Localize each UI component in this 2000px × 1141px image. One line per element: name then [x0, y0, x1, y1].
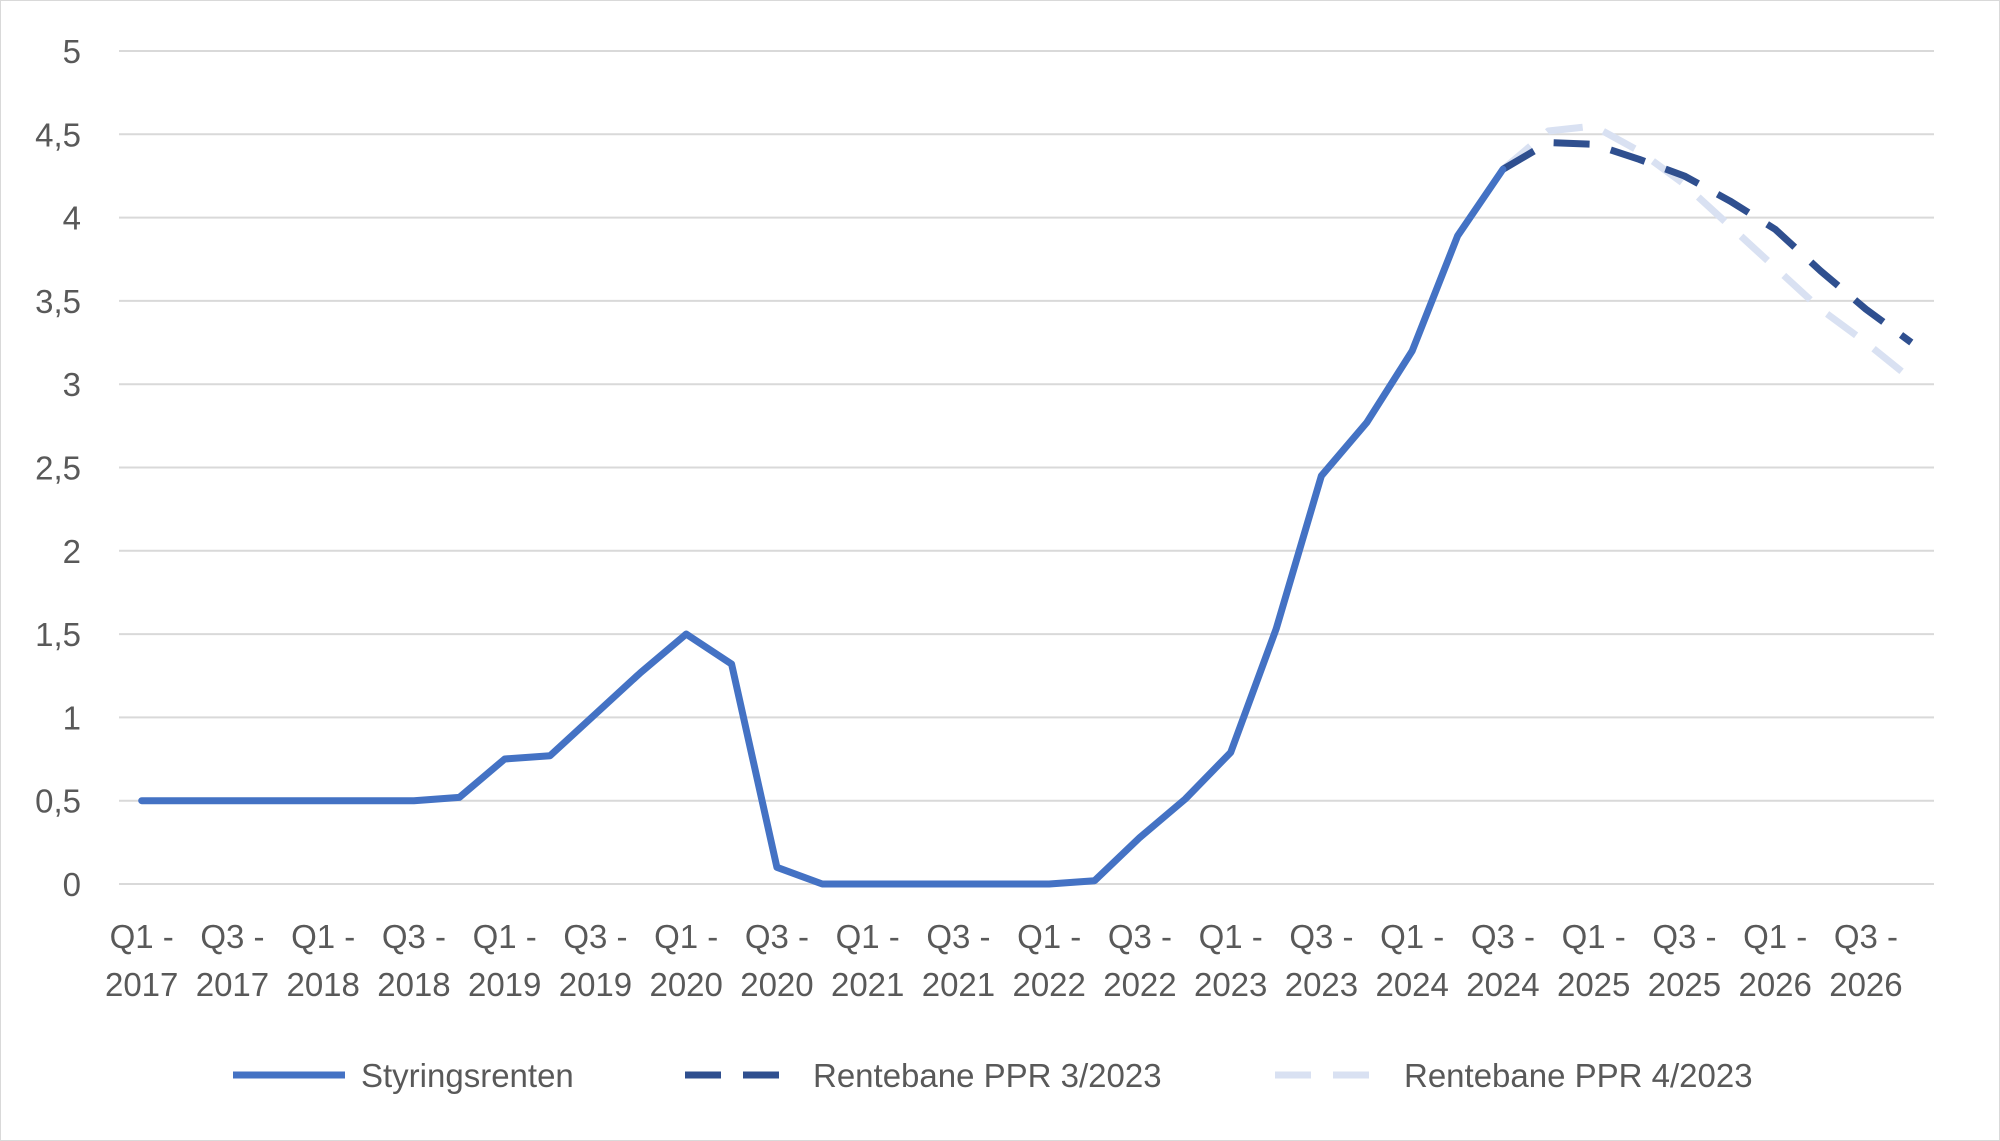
x-tick-label-line: 2021	[922, 966, 995, 1003]
legend-item-1: Styringsrenten	[233, 1057, 574, 1094]
x-tick-label-line: 2020	[649, 966, 722, 1003]
x-tick-label: Q1 - 2021	[831, 918, 904, 1003]
gridlines	[119, 50, 1934, 885]
y-tick-label: 1	[63, 699, 81, 736]
x-tick-label-line: 2020	[740, 966, 813, 1003]
series-line-3	[1500, 122, 1914, 382]
x-tick-label-line: Q1 -	[1199, 918, 1263, 955]
x-tick-label: Q1 - 2026	[1738, 918, 1811, 1003]
x-tick-label-line: 2025	[1557, 966, 1630, 1003]
y-tick-label: 2	[63, 533, 81, 570]
x-tick-label: Q1 - 2019	[468, 918, 541, 1003]
y-tick-label: 0	[63, 866, 81, 903]
legend-label: Rentebane PPR 3/2023	[813, 1057, 1162, 1094]
series-lines	[138, 122, 1914, 888]
x-tick-label-line: Q1 -	[836, 918, 900, 955]
y-tick-label: 4	[63, 200, 81, 237]
x-axis: Q1 - 2017 Q3 - 2017 Q1 - 2018 Q3 - 2018 Q1 - 2019…	[105, 918, 1903, 1003]
x-tick-label: Q3 - 2020	[740, 918, 813, 1003]
x-tick-label-line: 2024	[1466, 966, 1539, 1003]
y-axis: 0 0,5 1 1,5 2 2,5 3 3,5 4 4,5 5	[35, 33, 81, 903]
x-tick-label-line: Q3 -	[200, 918, 264, 955]
x-tick-label-line: 2018	[286, 966, 359, 1003]
x-tick-label: Q1 - 2025	[1557, 918, 1630, 1003]
x-tick-label-line: Q3 -	[1471, 918, 1535, 955]
x-tick-label-line: Q1 -	[110, 918, 174, 955]
x-tick-label: Q3 - 2024	[1466, 918, 1539, 1003]
x-tick-label: Q1 - 2022	[1012, 918, 1085, 1003]
x-tick-label: Q1 - 2024	[1375, 918, 1448, 1003]
x-tick-label-line: 2026	[1829, 966, 1902, 1003]
x-tick-label: Q3 - 2021	[922, 918, 995, 1003]
x-tick-label-line: Q3 -	[745, 918, 809, 955]
x-tick-label-line: Q1 -	[1562, 918, 1626, 955]
x-tick-label: Q1 - 2018	[286, 918, 359, 1003]
x-tick-label-line: 2023	[1194, 966, 1267, 1003]
x-tick-label-line: Q1 -	[654, 918, 718, 955]
x-tick-label: Q3 - 2023	[1285, 918, 1358, 1003]
x-tick-label: Q3 - 2026	[1829, 918, 1902, 1003]
series-line-1	[138, 165, 1507, 888]
x-tick-label-line: 2024	[1375, 966, 1448, 1003]
x-tick-label: Q1 - 2020	[649, 918, 722, 1003]
x-tick-label-line: Q3 -	[563, 918, 627, 955]
x-tick-label-line: Q3 -	[382, 918, 446, 955]
y-tick-label: 5	[63, 33, 81, 70]
y-tick-label: 1,5	[35, 616, 81, 653]
series-line-2	[1501, 139, 1914, 346]
x-tick-label: Q1 - 2017	[105, 918, 178, 1003]
x-tick-label: Q3 - 2018	[377, 918, 450, 1003]
x-tick-label-line: 2017	[196, 966, 269, 1003]
y-tick-label: 4,5	[35, 116, 81, 153]
x-tick-label-line: Q1 -	[291, 918, 355, 955]
y-tick-label: 0,5	[35, 783, 81, 820]
x-tick-label-line: Q3 -	[926, 918, 990, 955]
x-tick-label-line: Q1 -	[1380, 918, 1444, 955]
x-tick-label-line: 2021	[831, 966, 904, 1003]
x-tick-label-line: 2017	[105, 966, 178, 1003]
x-tick-label-line: 2019	[559, 966, 632, 1003]
x-tick-label-line: Q3 -	[1289, 918, 1353, 955]
y-tick-label: 3,5	[35, 283, 81, 320]
x-tick-label-line: Q1 -	[473, 918, 537, 955]
legend-item-2: Rentebane PPR 3/2023	[685, 1057, 1162, 1094]
y-tick-label: 2,5	[35, 450, 81, 487]
legend-item-3: Rentebane PPR 4/2023	[1275, 1057, 1753, 1094]
legend: Styringsrenten Rentebane PPR 3/2023 Renteb…	[233, 1057, 1753, 1094]
x-tick-label-line: 2026	[1738, 966, 1811, 1003]
legend-label: Rentebane PPR 4/2023	[1404, 1057, 1753, 1094]
x-tick-label-line: Q1 -	[1743, 918, 1807, 955]
x-tick-label-line: 2022	[1012, 966, 1085, 1003]
x-tick-label-line: 2018	[377, 966, 450, 1003]
x-tick-label-line: 2019	[468, 966, 541, 1003]
x-tick-label-line: 2022	[1103, 966, 1176, 1003]
x-tick-label-line: Q3 -	[1652, 918, 1716, 955]
y-tick-label: 3	[63, 366, 81, 403]
x-tick-label: Q3 - 2017	[196, 918, 269, 1003]
legend-label: Styringsrenten	[361, 1057, 574, 1094]
x-tick-label: Q3 - 2022	[1103, 918, 1176, 1003]
x-tick-label: Q3 - 2025	[1648, 918, 1721, 1003]
x-tick-label-line: Q1 -	[1017, 918, 1081, 955]
x-tick-label-line: 2025	[1648, 966, 1721, 1003]
x-tick-label: Q1 - 2023	[1194, 918, 1267, 1003]
x-tick-label-line: Q3 -	[1108, 918, 1172, 955]
x-tick-label-line: Q3 -	[1834, 918, 1898, 955]
x-tick-label-line: 2023	[1285, 966, 1358, 1003]
x-tick-label: Q3 - 2019	[559, 918, 632, 1003]
